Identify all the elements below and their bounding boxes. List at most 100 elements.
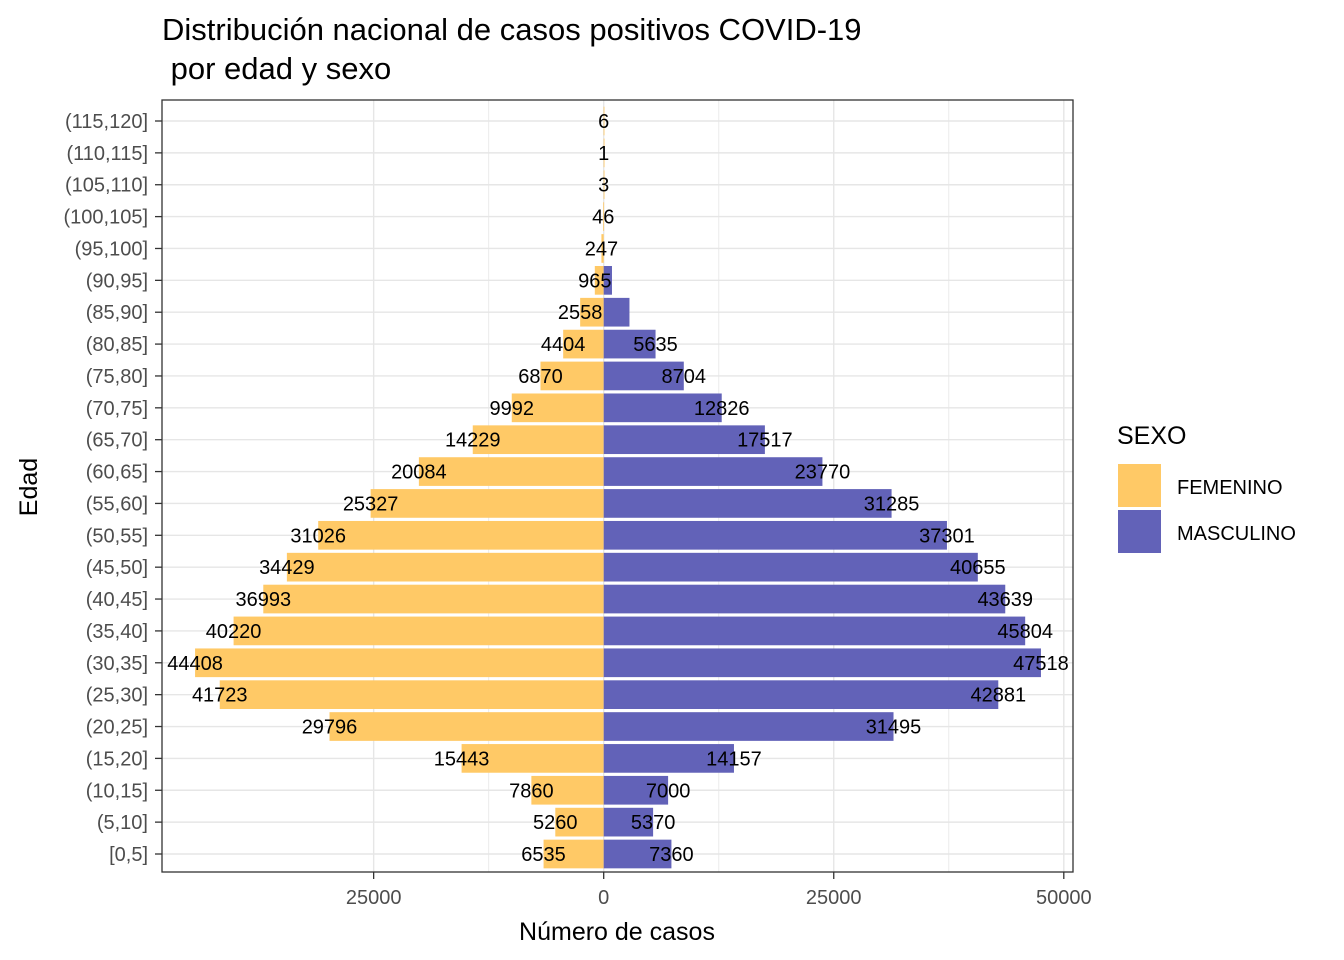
- data-label-femenino-4: 29796: [302, 717, 358, 739]
- bars: [195, 106, 1041, 869]
- chart-title-line-1: Distribución nacional de casos positivos…: [162, 12, 862, 47]
- bar-femenino-22: [603, 138, 605, 168]
- data-label-femenino-10: 31026: [290, 525, 346, 547]
- data-label-masculino-6: 47518: [1013, 653, 1069, 675]
- bar-femenino-1: [555, 807, 604, 837]
- data-labels: 6535526078601544329796417234440840220369…: [167, 111, 1069, 866]
- bar-masculino-13: [603, 425, 765, 455]
- data-label-masculino-2: 7000: [646, 780, 691, 802]
- chart-title-line-2: por edad y sexo: [162, 51, 391, 86]
- y-tick-label-21: (105,110]: [65, 175, 148, 197]
- data-label-masculino-1: 5370: [631, 812, 676, 834]
- legend: SEXO FEMENINO MASCULINO: [1117, 422, 1296, 553]
- bar-femenino-14: [511, 393, 604, 423]
- data-label-femenino-6: 44408: [167, 653, 223, 675]
- bar-masculino-5: [603, 680, 999, 709]
- y-tick-label-9: (45,50]: [86, 557, 148, 579]
- bar-masculino-9: [603, 552, 978, 582]
- x-tick-label-1: 0: [598, 887, 609, 909]
- y-tick-label-13: (65,70]: [86, 430, 148, 452]
- y-tick-label-4: (20,25]: [86, 717, 148, 739]
- bar-femenino-6: [195, 648, 604, 678]
- bar-masculino-2: [603, 775, 669, 805]
- y-tick-label-23: (115,120]: [65, 111, 148, 133]
- data-label-femenino-22: 1: [598, 143, 609, 165]
- bar-femenino-8: [263, 584, 604, 614]
- y-tick-label-12: (60,65]: [86, 462, 148, 484]
- bar-femenino-12: [418, 457, 604, 486]
- data-label-femenino-7: 40220: [206, 621, 262, 643]
- data-label-femenino-5: 41723: [192, 685, 248, 707]
- data-label-femenino-21: 3: [598, 175, 609, 197]
- bar-femenino-11: [370, 489, 604, 518]
- data-label-masculino-7: 45804: [997, 621, 1053, 643]
- bar-femenino-20: [603, 202, 605, 231]
- data-label-femenino-2: 7860: [509, 780, 554, 802]
- bar-femenino-5: [219, 680, 604, 709]
- data-label-masculino-11: 31285: [864, 493, 920, 515]
- data-label-masculino-8: 43639: [977, 589, 1033, 611]
- legend-label-femenino: FEMENINO: [1177, 477, 1283, 499]
- y-tick-label-1: (5,10]: [97, 812, 148, 834]
- bar-femenino-15: [540, 361, 604, 391]
- bar-masculino-12: [603, 457, 823, 486]
- legend-title: SEXO: [1117, 422, 1186, 450]
- data-label-masculino-15: 8704: [662, 366, 707, 388]
- data-label-femenino-8: 36993: [235, 589, 291, 611]
- y-tick-label-19: (95,100]: [75, 238, 148, 260]
- data-label-femenino-15: 6870: [518, 366, 563, 388]
- data-label-masculino-14: 12826: [694, 398, 750, 420]
- y-tick-label-20: (100,105]: [63, 207, 148, 229]
- bar-femenino-18: [594, 266, 604, 295]
- data-label-masculino-5: 42881: [970, 685, 1026, 707]
- data-label-femenino-18: 965: [578, 270, 611, 292]
- bar-masculino-8: [603, 584, 1006, 614]
- data-label-masculino-13: 17517: [737, 430, 793, 452]
- bar-masculino-17: [603, 297, 630, 327]
- data-label-femenino-1: 5260: [533, 812, 578, 834]
- bar-femenino-13: [472, 425, 604, 455]
- bar-masculino-10: [603, 520, 947, 550]
- y-tick-label-17: (85,90]: [86, 302, 148, 324]
- y-tick-label-8: (40,45]: [86, 589, 148, 611]
- bar-femenino-16: [563, 329, 604, 359]
- bar-femenino-23: [603, 106, 605, 136]
- plot-border: [161, 99, 1074, 873]
- data-label-femenino-23: 6: [598, 111, 609, 133]
- data-label-femenino-20: 46: [592, 207, 614, 229]
- y-tick-label-0: [0,5]: [109, 844, 148, 866]
- y-tick-label-14: (70,75]: [86, 398, 148, 420]
- data-label-femenino-3: 15443: [434, 748, 490, 770]
- bar-masculino-7: [603, 616, 1026, 646]
- data-label-femenino-9: 34429: [259, 557, 315, 579]
- data-label-femenino-13: 14229: [445, 430, 501, 452]
- data-label-femenino-19: 247: [585, 238, 618, 260]
- bar-femenino-10: [318, 520, 604, 550]
- data-label-femenino-0: 6535: [521, 844, 566, 866]
- bar-masculino-3: [603, 744, 734, 773]
- x-axis: 25000 0 25000 50000: [346, 872, 1092, 909]
- bar-masculino-6: [603, 648, 1041, 678]
- data-label-femenino-14: 9992: [490, 398, 535, 420]
- y-tick-label-16: (80,85]: [86, 334, 148, 356]
- bar-masculino-1: [603, 807, 654, 837]
- bar-femenino-19: [601, 234, 604, 263]
- bar-femenino-3: [461, 744, 604, 773]
- data-label-masculino-0: 7360: [649, 844, 694, 866]
- bar-femenino-21: [603, 170, 605, 200]
- data-label-femenino-17: 2558: [558, 302, 603, 324]
- data-label-masculino-16: 5635: [633, 334, 678, 356]
- y-tick-label-15: (75,80]: [86, 366, 148, 388]
- bar-masculino-0: [603, 839, 672, 869]
- bar-masculino-18: [603, 266, 612, 295]
- x-tick-label-2: 25000: [806, 887, 862, 909]
- bar-masculino-15: [603, 361, 684, 391]
- y-tick-label-7: (35,40]: [86, 621, 148, 643]
- bar-femenino-9: [286, 552, 604, 582]
- data-label-femenino-12: 20084: [391, 462, 447, 484]
- legend-label-masculino: MASCULINO: [1177, 523, 1296, 545]
- data-label-masculino-9: 40655: [950, 557, 1006, 579]
- data-label-masculino-12: 23770: [795, 462, 851, 484]
- data-label-femenino-11: 25327: [343, 493, 399, 515]
